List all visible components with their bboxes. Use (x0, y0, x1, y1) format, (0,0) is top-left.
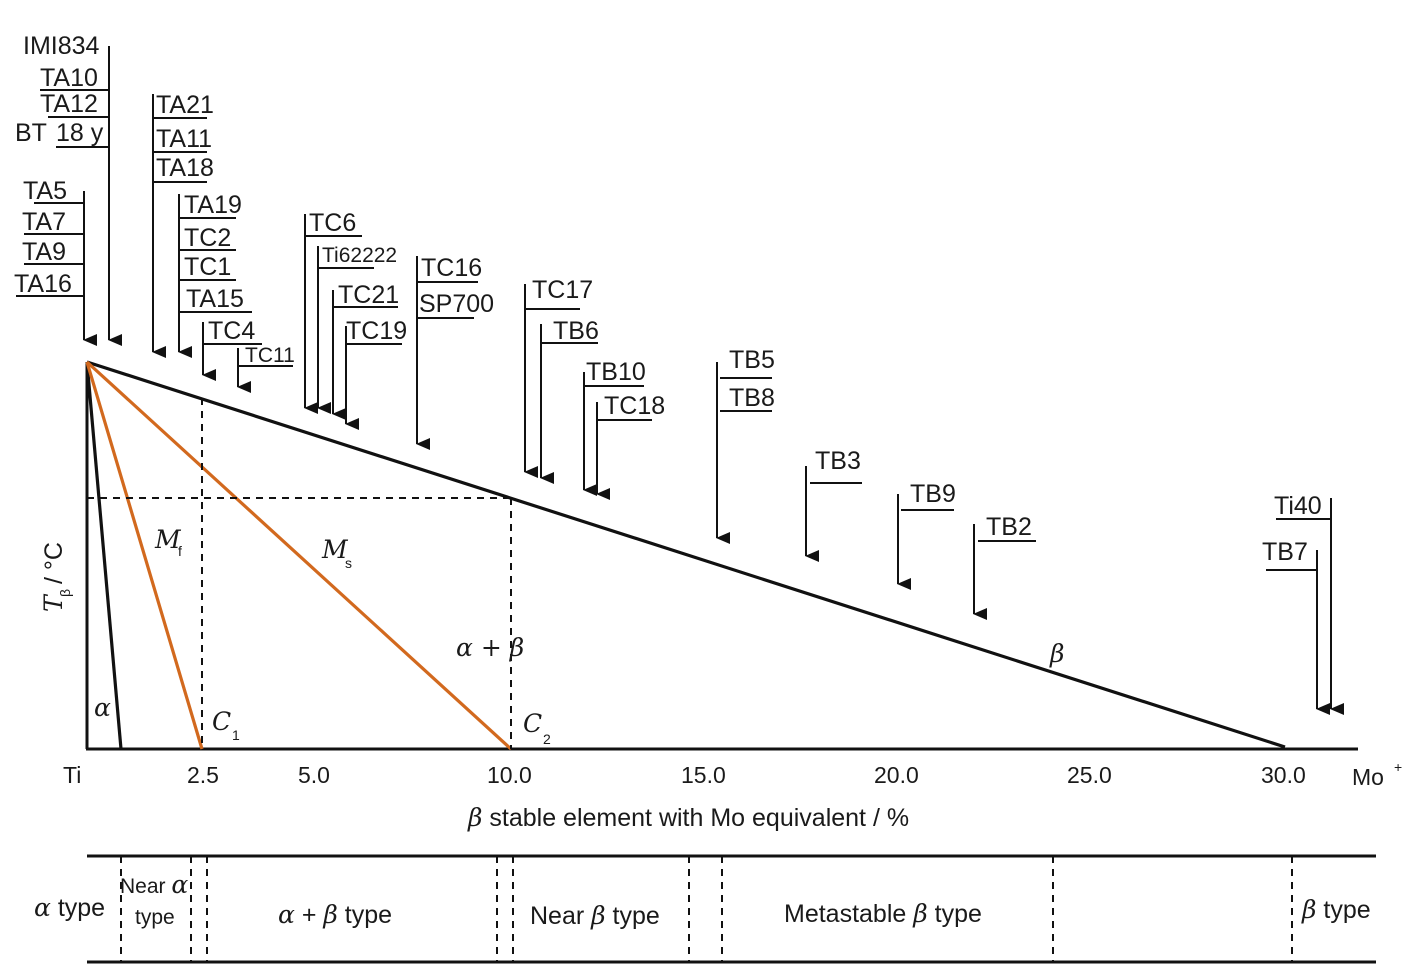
class-near-alpha-line2: type (135, 906, 175, 929)
class-alpha-type: α type (34, 893, 105, 922)
mf-label: M (154, 525, 182, 554)
c2-label: C (523, 709, 542, 738)
x-axis-title: β stable element with Mo equivalent / % (467, 803, 909, 832)
beta-region-label: β (1049, 639, 1064, 668)
alloy-label-tb7: TB7 (1262, 538, 1308, 566)
alloy-label-tc19: TC19 (346, 317, 407, 345)
alloy-label-bt-prefix: BT (15, 119, 47, 147)
svg-text:T: T (39, 593, 68, 612)
svg-text:β: β (57, 589, 73, 597)
x-tick-label: 10.0 (487, 762, 532, 788)
alloy-label-ta10: TA10 (40, 64, 98, 92)
alpha-boundary-line (85, 361, 123, 750)
class-near-beta-type: Near β type (530, 901, 660, 930)
alloy-label-tc4: TC4 (208, 317, 255, 345)
alloy-label-ti40: Ti40 (1274, 492, 1322, 520)
alloy-label-ta7: TA7 (22, 208, 66, 236)
y-axis-label: T β / °C (39, 542, 73, 612)
alpha-region-label: α (94, 693, 111, 722)
x-tick-label: 25.0 (1067, 762, 1112, 788)
x-end-label: Mo (1352, 764, 1384, 790)
class-near-alpha-line1: Near α (120, 870, 188, 899)
alloy-label-ta12: TA12 (40, 90, 98, 118)
alloy-label-imi834: IMI834 (23, 32, 100, 60)
alloy-label-tc21: TC21 (338, 281, 399, 309)
class-metastable-beta-type: Metastable β type (784, 899, 982, 928)
alloy-label-ta19: TA19 (184, 191, 242, 219)
alloy-label-ti62222: Ti62222 (322, 244, 397, 267)
alloy-label-tc1: TC1 (184, 253, 231, 281)
alloy-label-ta21: TA21 (156, 91, 214, 119)
x-tick-label: 15.0 (681, 762, 726, 788)
mf-subscript: f (178, 543, 182, 559)
c1-label: C (212, 707, 231, 736)
ms-subscript: s (345, 555, 352, 571)
alpha-beta-region-label: α + β (456, 633, 524, 662)
alloy-label-ta9: TA9 (22, 238, 66, 266)
alloy-label-tb2: TB2 (986, 513, 1032, 541)
c2-subscript: 2 (543, 731, 551, 747)
alloy-label-sp700: SP700 (419, 290, 494, 318)
x-tick-label: 2.5 (187, 762, 219, 788)
alloy-label-ta11: TA11 (156, 125, 212, 153)
alloy-label-tc16: TC16 (421, 254, 482, 282)
alloy-label-tb5: TB5 (729, 346, 775, 374)
alloy-label-ta15: TA15 (186, 285, 244, 313)
alloy-label-tb9: TB9 (910, 480, 956, 508)
x-tick-label: 30.0 (1261, 762, 1306, 788)
x-tick-label: 5.0 (298, 762, 330, 788)
alloy-label-tc11: TC11 (245, 344, 295, 367)
alloy-label-ta5: TA5 (23, 177, 67, 205)
x-origin-label: Ti (63, 762, 81, 788)
beta-transus-line (86, 360, 1286, 749)
classification-band: α type Near α type α + β type Near β typ… (34, 854, 1376, 964)
alloy-label-tb6: TB6 (553, 317, 599, 345)
x-end-superscript: + (1394, 759, 1402, 775)
alloy-label-ta16: TA16 (14, 270, 72, 298)
ms-line (85, 360, 513, 751)
alloy-label-tc18: TC18 (604, 392, 665, 420)
ms-label: M (321, 535, 349, 564)
alloy-label-tc17: TC17 (532, 276, 593, 304)
x-tick-label: 20.0 (874, 762, 919, 788)
svg-text:/ °C: / °C (40, 542, 68, 584)
alloy-label-bt18y: 18 y (56, 119, 104, 147)
class-alpha-beta-type: α + β type (278, 900, 392, 929)
alloy-label-tb10: TB10 (586, 358, 646, 386)
alloy-label-tb8: TB8 (729, 384, 775, 412)
alloy-label-tc2: TC2 (184, 224, 231, 252)
alloy-label-tc6: TC6 (309, 209, 356, 237)
alloy-label-tb3: TB3 (815, 447, 861, 475)
class-beta-type: β type (1301, 895, 1371, 924)
c1-subscript: 1 (232, 727, 240, 743)
alloy-label-ta18: TA18 (156, 154, 214, 182)
mf-line (85, 361, 204, 750)
